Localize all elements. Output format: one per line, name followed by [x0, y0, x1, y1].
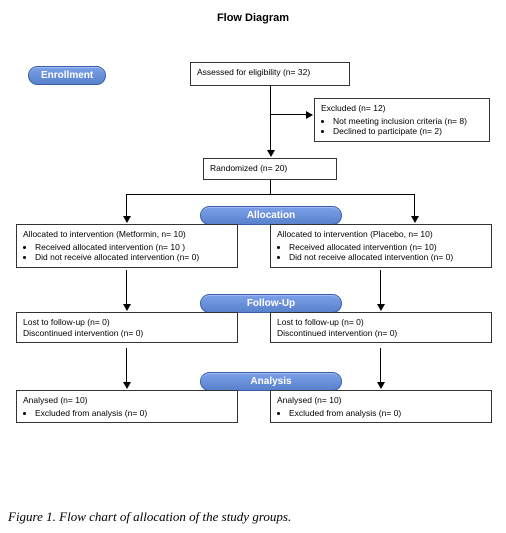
- arrow-rand-right: [414, 194, 415, 222]
- arrow-alloc-right-down: [380, 270, 381, 310]
- randomized-text: Randomized (n= 20): [210, 163, 287, 173]
- box-randomized: Randomized (n= 20): [203, 158, 337, 180]
- box-followup-left: Lost to follow-up (n= 0) Discontinued in…: [16, 312, 238, 343]
- arrow-to-randomized: [270, 114, 271, 156]
- arrow-to-excluded: [270, 114, 312, 115]
- stage-analysis: Analysis: [200, 372, 342, 391]
- stage-allocation: Allocation: [200, 206, 342, 225]
- an-left-title: Analysed (n= 10): [23, 395, 88, 405]
- alloc-left-r1: Received allocated intervention (n= 10 ): [35, 242, 231, 253]
- box-alloc-right: Allocated to intervention (Placebo, n= 1…: [270, 224, 492, 268]
- alloc-right-title: Allocated to intervention (Placebo, n= 1…: [277, 229, 433, 239]
- arrow-fu-right-down: [380, 348, 381, 388]
- excluded-title: Excluded (n= 12): [321, 103, 386, 113]
- arrow-alloc-left-down: [126, 270, 127, 310]
- arrow-rand-left: [126, 194, 127, 222]
- alloc-right-r1: Received allocated intervention (n= 10): [289, 242, 485, 253]
- flowchart-canvas: Enrollment Assessed for eligibility (n= …: [8, 38, 498, 503]
- alloc-right-r2: Did not receive allocated intervention (…: [289, 252, 485, 263]
- fu-left-l2: Discontinued intervention (n= 0): [23, 328, 231, 339]
- line-rand-split: [126, 194, 414, 195]
- box-excluded: Excluded (n= 12) Not meeting inclusion c…: [314, 98, 490, 142]
- box-analysis-right: Analysed (n= 10) Excluded from analysis …: [270, 390, 492, 423]
- line-assessed-down: [270, 86, 271, 114]
- diagram-title: Flow Diagram: [8, 12, 498, 24]
- assessed-text: Assessed for eligibility (n= 32): [197, 67, 310, 77]
- arrow-fu-left-down: [126, 348, 127, 388]
- box-assessed: Assessed for eligibility (n= 32): [190, 62, 350, 86]
- fu-right-l1: Lost to follow-up (n= 0): [277, 317, 485, 328]
- stage-followup: Follow-Up: [200, 294, 342, 313]
- box-followup-right: Lost to follow-up (n= 0) Discontinued in…: [270, 312, 492, 343]
- stage-enrollment: Enrollment: [28, 66, 106, 85]
- alloc-left-title: Allocated to intervention (Metformin, n=…: [23, 229, 186, 239]
- box-alloc-left: Allocated to intervention (Metformin, n=…: [16, 224, 238, 268]
- alloc-left-r2: Did not receive allocated intervention (…: [35, 252, 231, 263]
- fu-right-l2: Discontinued intervention (n= 0): [277, 328, 485, 339]
- excluded-r1: Not meeting inclusion criteria (n= 8): [333, 116, 483, 127]
- an-right-r1: Excluded from analysis (n= 0): [289, 408, 485, 419]
- excluded-r2: Declined to participate (n= 2): [333, 126, 483, 137]
- an-right-title: Analysed (n= 10): [277, 395, 342, 405]
- figure-caption: Figure 1. Flow chart of allocation of th…: [8, 509, 498, 525]
- line-rand-down: [270, 180, 271, 194]
- fu-left-l1: Lost to follow-up (n= 0): [23, 317, 231, 328]
- box-analysis-left: Analysed (n= 10) Excluded from analysis …: [16, 390, 238, 423]
- an-left-r1: Excluded from analysis (n= 0): [35, 408, 231, 419]
